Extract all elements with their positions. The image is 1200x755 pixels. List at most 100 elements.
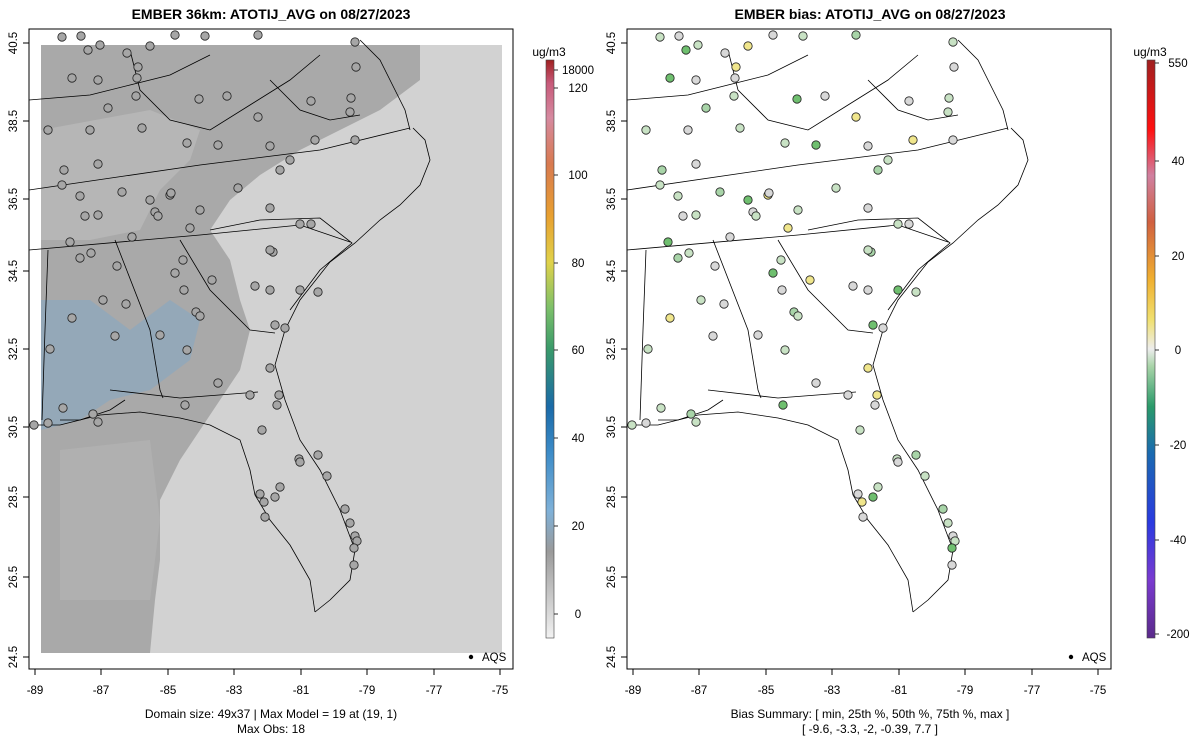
site-marker	[691, 159, 701, 169]
left-x-axis: -89 -87 -85 -83 -81 -79 -77 -75	[27, 669, 509, 697]
colorbar-label: 80	[572, 258, 585, 270]
left-caption-1: Domain size: 49x37 | Max Model = 19 at (…	[145, 707, 397, 721]
site-marker	[245, 390, 255, 400]
right-colorbar	[1146, 59, 1156, 639]
x-tick-label: -79	[957, 685, 974, 697]
right-y-axis: 40.5 38.5 36.5 34.5 32.5 30.5 28.5 26.5 24.5	[606, 32, 627, 668]
site-marker	[170, 30, 180, 40]
site-marker	[295, 219, 305, 229]
site-marker	[820, 91, 830, 101]
right-panel: EMBER bias: ATOTIJ_AVG on 08/27/2023	[606, 6, 1190, 736]
left-colorbar-labels: 18000 120 100 80 60 40 20 0	[554, 65, 594, 621]
site-marker	[792, 94, 802, 104]
x-tick-label: -81	[293, 685, 310, 697]
site-marker	[131, 91, 141, 101]
colorbar-label: 20	[1172, 251, 1185, 263]
site-marker	[710, 261, 720, 271]
site-marker	[863, 285, 873, 295]
y-tick-label: 38.5	[606, 110, 618, 132]
site-marker	[643, 344, 653, 354]
site-marker	[195, 205, 205, 215]
site-marker	[768, 30, 778, 40]
site-marker	[260, 512, 270, 522]
right-caption-1: Bias Summary: [ min, 25th %, 50th %, 75t…	[731, 707, 1010, 721]
site-marker	[155, 330, 165, 340]
site-marker	[873, 482, 883, 492]
colorbar-label: 0	[1175, 345, 1181, 357]
site-marker	[944, 93, 954, 103]
x-tick-label: -85	[160, 685, 177, 697]
site-marker	[132, 73, 142, 83]
y-tick-label: 26.5	[606, 566, 618, 588]
site-marker	[145, 41, 155, 51]
legend-dot	[468, 654, 474, 660]
site-marker	[295, 457, 305, 467]
site-marker	[255, 489, 265, 499]
site-marker	[95, 40, 105, 50]
site-marker	[949, 62, 959, 72]
x-tick-label: -77	[1024, 685, 1041, 697]
site-marker	[683, 125, 693, 135]
site-marker	[851, 30, 861, 40]
y-tick-label: 28.5	[606, 486, 618, 508]
right-map-bg	[627, 29, 1111, 669]
site-marker	[943, 107, 953, 117]
site-marker	[730, 73, 740, 83]
site-marker	[67, 73, 77, 83]
site-marker	[75, 191, 85, 201]
colorbar-label: 40	[1172, 156, 1185, 168]
site-marker	[783, 223, 793, 233]
site-marker	[743, 41, 753, 51]
site-marker	[322, 471, 332, 481]
site-marker	[893, 219, 903, 229]
y-tick-label: 34.5	[606, 260, 618, 282]
colorbar-label: 0	[575, 609, 581, 621]
y-tick-label: 24.5	[606, 646, 618, 668]
site-marker	[179, 285, 189, 295]
right-colorbar-unit: ug/m3	[1133, 45, 1167, 59]
site-marker	[85, 125, 95, 135]
site-marker	[853, 489, 863, 499]
site-marker	[133, 62, 143, 72]
y-tick-label: 32.5	[606, 338, 618, 360]
left-title: EMBER 36km: ATOTIJ_AVG on 08/27/2023	[132, 6, 411, 22]
site-marker	[908, 135, 918, 145]
site-marker	[43, 125, 53, 135]
site-marker	[295, 285, 305, 295]
colorbar-label: -200	[1166, 629, 1189, 641]
site-marker	[678, 211, 688, 221]
right-caption-2: [ -9.6, -3.3, -2, -0.39, 7.7 ]	[802, 722, 938, 736]
site-marker	[641, 418, 651, 428]
site-marker	[93, 159, 103, 169]
site-marker	[893, 285, 903, 295]
site-marker	[195, 311, 205, 321]
colorbar-label: 550	[1168, 58, 1187, 70]
site-marker	[103, 103, 113, 113]
left-map-area	[29, 30, 502, 653]
site-marker	[673, 253, 683, 263]
site-marker	[182, 345, 192, 355]
y-tick-label: 36.5	[606, 188, 618, 210]
site-marker	[663, 237, 673, 247]
site-marker	[948, 135, 958, 145]
site-marker	[110, 331, 120, 341]
x-tick-label: -81	[891, 685, 908, 697]
site-marker	[708, 331, 718, 341]
site-marker	[213, 378, 223, 388]
x-tick-label: -79	[359, 685, 376, 697]
site-marker	[857, 497, 867, 507]
left-colorbar-unit: ug/m3	[532, 45, 566, 59]
site-marker	[863, 363, 873, 373]
site-marker	[731, 62, 741, 72]
site-marker	[911, 287, 921, 297]
site-marker	[182, 138, 192, 148]
site-marker	[684, 248, 694, 258]
x-tick-label: -75	[492, 685, 509, 697]
site-marker	[729, 91, 739, 101]
site-marker	[911, 450, 921, 460]
site-marker	[349, 543, 359, 553]
site-marker	[870, 400, 880, 410]
site-marker	[665, 313, 675, 323]
colorbar-label: 120	[568, 83, 587, 95]
colorbar-label: 20	[572, 521, 585, 533]
